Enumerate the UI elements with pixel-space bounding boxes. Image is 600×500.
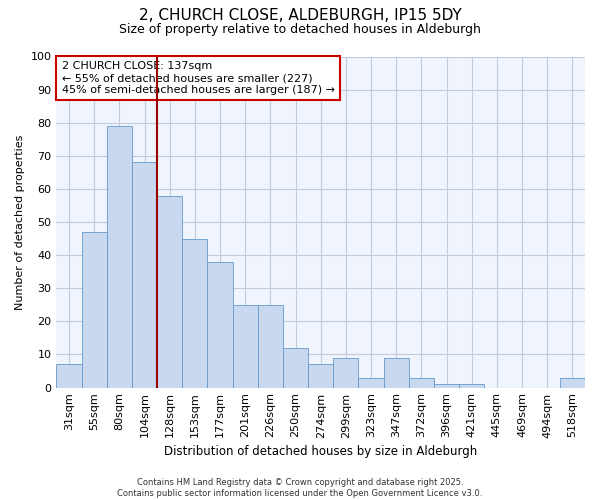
Bar [182, 238, 208, 388]
Bar [82, 232, 107, 388]
Bar [208, 262, 233, 388]
Text: 2 CHURCH CLOSE: 137sqm
← 55% of detached houses are smaller (227)
45% of semi-de: 2 CHURCH CLOSE: 137sqm ← 55% of detached… [62, 62, 335, 94]
Bar [308, 364, 333, 388]
Bar [358, 378, 383, 388]
Bar [434, 384, 459, 388]
Bar [409, 378, 434, 388]
Text: 2, CHURCH CLOSE, ALDEBURGH, IP15 5DY: 2, CHURCH CLOSE, ALDEBURGH, IP15 5DY [139, 8, 461, 22]
Bar [383, 358, 409, 388]
Bar [233, 305, 258, 388]
Bar [56, 364, 82, 388]
Bar [258, 305, 283, 388]
Bar [333, 358, 358, 388]
Bar [283, 348, 308, 388]
Bar [560, 378, 585, 388]
Bar [107, 126, 132, 388]
X-axis label: Distribution of detached houses by size in Aldeburgh: Distribution of detached houses by size … [164, 444, 478, 458]
Bar [459, 384, 484, 388]
Bar [132, 162, 157, 388]
Bar [157, 196, 182, 388]
Text: Contains HM Land Registry data © Crown copyright and database right 2025.
Contai: Contains HM Land Registry data © Crown c… [118, 478, 482, 498]
Y-axis label: Number of detached properties: Number of detached properties [15, 134, 25, 310]
Text: Size of property relative to detached houses in Aldeburgh: Size of property relative to detached ho… [119, 22, 481, 36]
